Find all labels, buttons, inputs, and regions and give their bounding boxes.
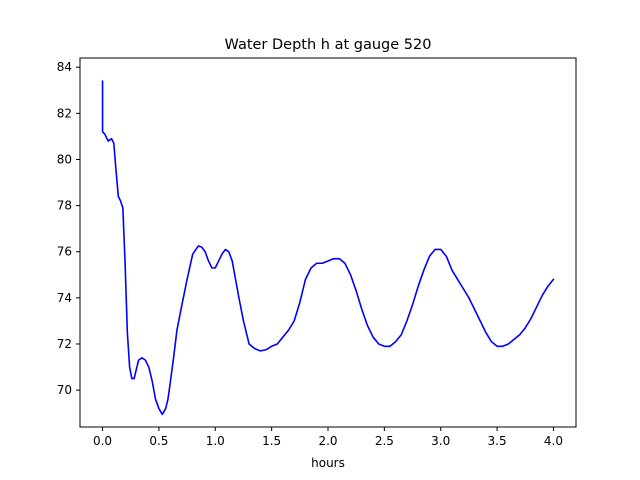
y-tick-label: 82 (57, 106, 72, 120)
y-tick-label: 72 (57, 337, 72, 351)
x-axis-label: hours (311, 456, 345, 470)
x-tick-label: 0.5 (149, 434, 168, 448)
axes-frame (79, 57, 577, 428)
x-tick-label: 3.0 (431, 434, 450, 448)
x-tick-label: 1.0 (206, 434, 225, 448)
x-tick-label: 1.5 (262, 434, 281, 448)
y-tick-label: 84 (57, 60, 72, 74)
x-tick-label: 3.5 (488, 434, 507, 448)
y-tick-label: 70 (57, 383, 72, 397)
plot-area (101, 80, 555, 416)
x-tick-label: 2.0 (318, 434, 337, 448)
x-tick-label: 2.5 (375, 434, 394, 448)
x-tick-label: 4.0 (544, 434, 563, 448)
chart-title: Water Depth h at gauge 520 (225, 37, 432, 53)
y-tick-label: 78 (57, 199, 72, 213)
y-tick-label: 74 (57, 291, 72, 305)
series-line-0 (101, 80, 555, 416)
x-tick-label: 0.0 (93, 434, 112, 448)
y-tick-label: 76 (57, 245, 72, 259)
y-tick-label: 80 (57, 152, 72, 166)
axis-ticks: 0.0 0.5 1.0 1.5 2.0 2.5 3.0 3.5 4.0 70 72 74 76 78 80 8… (57, 60, 563, 448)
